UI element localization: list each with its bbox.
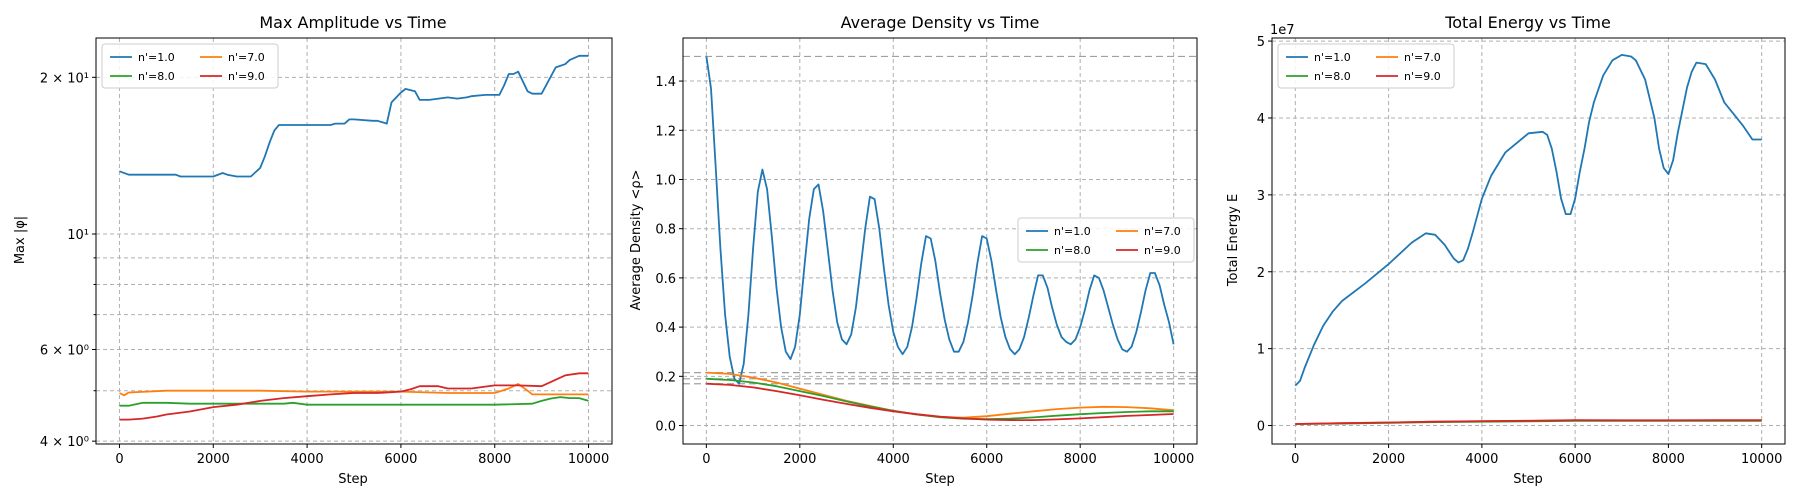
y-tick-label: 1.4	[655, 75, 676, 90]
x-tick-label: 8000	[1652, 452, 1685, 467]
x-tick-label: 10000	[1741, 452, 1782, 467]
x-tick-label: 2000	[197, 452, 230, 467]
x-tick-label: 4000	[1465, 452, 1498, 467]
plot-frame	[95, 37, 613, 445]
x-tick-label: 4000	[877, 452, 910, 467]
x-tick-label: 0	[702, 452, 710, 467]
y-axis-label: Total Energy E	[1226, 194, 1241, 287]
legend-label: n'=9.0	[228, 70, 265, 83]
plot-frame	[1271, 37, 1786, 445]
legend-label: n'=8.0	[138, 70, 175, 83]
x-tick-label: 8000	[1064, 452, 1097, 467]
y-tick-label: 6 × 10⁰	[40, 343, 89, 358]
x-tick-label: 4000	[291, 452, 324, 467]
legend-label: n'=1.0	[1054, 225, 1091, 238]
legend-label: n'=7.0	[1144, 225, 1181, 238]
chart-title: Max Amplitude vs Time	[259, 13, 446, 32]
y-tick-label: 5	[1257, 35, 1265, 50]
x-tick-label: 0	[115, 452, 123, 467]
legend-label: n'=9.0	[1404, 70, 1441, 83]
chart-title: Average Density vs Time	[841, 13, 1040, 32]
panel-average-density: Average Density vs Time Step Average Den…	[629, 13, 1198, 487]
legend-label: n'=1.0	[1314, 51, 1351, 64]
legend-box	[1017, 217, 1195, 263]
x-axis-label: Step	[1513, 472, 1543, 487]
legend-label: n'=9.0	[1144, 244, 1181, 257]
series-line	[1295, 419, 1762, 425]
legend: n'=1.0 n'=7.0 n'=8.0 n'=9.0	[101, 43, 279, 89]
x-tick-label: 6000	[970, 452, 1003, 467]
series-line	[1294, 54, 1762, 387]
x-tick-label: 6000	[384, 452, 417, 467]
series-line	[706, 377, 1174, 420]
series-line	[119, 396, 589, 407]
legend-label: n'=8.0	[1054, 244, 1091, 257]
y-axis-label: Max |φ|	[13, 216, 28, 264]
series-line	[706, 382, 1174, 421]
y-tick-label: 10¹	[67, 228, 89, 243]
y-tick-label: 0.6	[655, 272, 676, 287]
legend-label: n'=7.0	[228, 51, 265, 64]
legend-label: n'=8.0	[1314, 70, 1351, 83]
panel-total-energy: Total Energy vs Time Step Total Energy E…	[1226, 13, 1786, 487]
series-line	[119, 54, 589, 178]
legend-box	[1277, 43, 1455, 89]
x-tick-label: 2000	[1372, 452, 1405, 467]
y-tick-label: 2	[1257, 266, 1265, 281]
y-tick-label: 0.2	[655, 370, 676, 385]
x-tick-label: 8000	[478, 452, 511, 467]
x-tick-label: 10000	[1153, 452, 1194, 467]
y-tick-label: 4 × 10⁰	[40, 435, 89, 450]
legend: n'=1.0 n'=7.0 n'=8.0 n'=9.0	[1277, 43, 1455, 89]
plot-frame	[682, 37, 1198, 445]
y-axis-label: Average Density <ρ>	[629, 169, 644, 310]
y-tick-label: 2 × 10¹	[40, 71, 89, 86]
y-tick-label: 0.4	[655, 321, 676, 336]
series-line	[119, 372, 589, 421]
y-tick-label: 0.0	[655, 420, 676, 435]
y-tick-label: 1.0	[655, 173, 676, 188]
y-tick-label: 1	[1257, 343, 1265, 358]
legend-label: n'=7.0	[1404, 51, 1441, 64]
panel-max-amplitude: Max Amplitude vs Time Step Max |φ| 0 2000…	[13, 13, 613, 487]
y-tick-label: 1.2	[655, 124, 676, 139]
x-tick-label: 10000	[568, 452, 609, 467]
y-tick-label: 0.8	[655, 223, 676, 238]
x-tick-label: 6000	[1559, 452, 1592, 467]
y-axis-offset-label: 1e7	[1270, 23, 1295, 38]
x-axis-label: Step	[925, 472, 955, 487]
x-tick-label: 0	[1291, 452, 1299, 467]
y-tick-label: 0	[1257, 420, 1265, 435]
series-line	[119, 383, 589, 397]
legend: n'=1.0 n'=7.0 n'=8.0 n'=9.0	[1017, 217, 1195, 263]
x-axis-label: Step	[338, 472, 368, 487]
x-tick-label: 2000	[783, 452, 816, 467]
series-line	[705, 56, 1175, 385]
legend-label: n'=1.0	[138, 51, 175, 64]
y-tick-label: 3	[1257, 189, 1265, 204]
y-tick-label: 4	[1257, 112, 1265, 127]
chart-title: Total Energy vs Time	[1444, 13, 1611, 32]
legend-box	[101, 43, 279, 89]
